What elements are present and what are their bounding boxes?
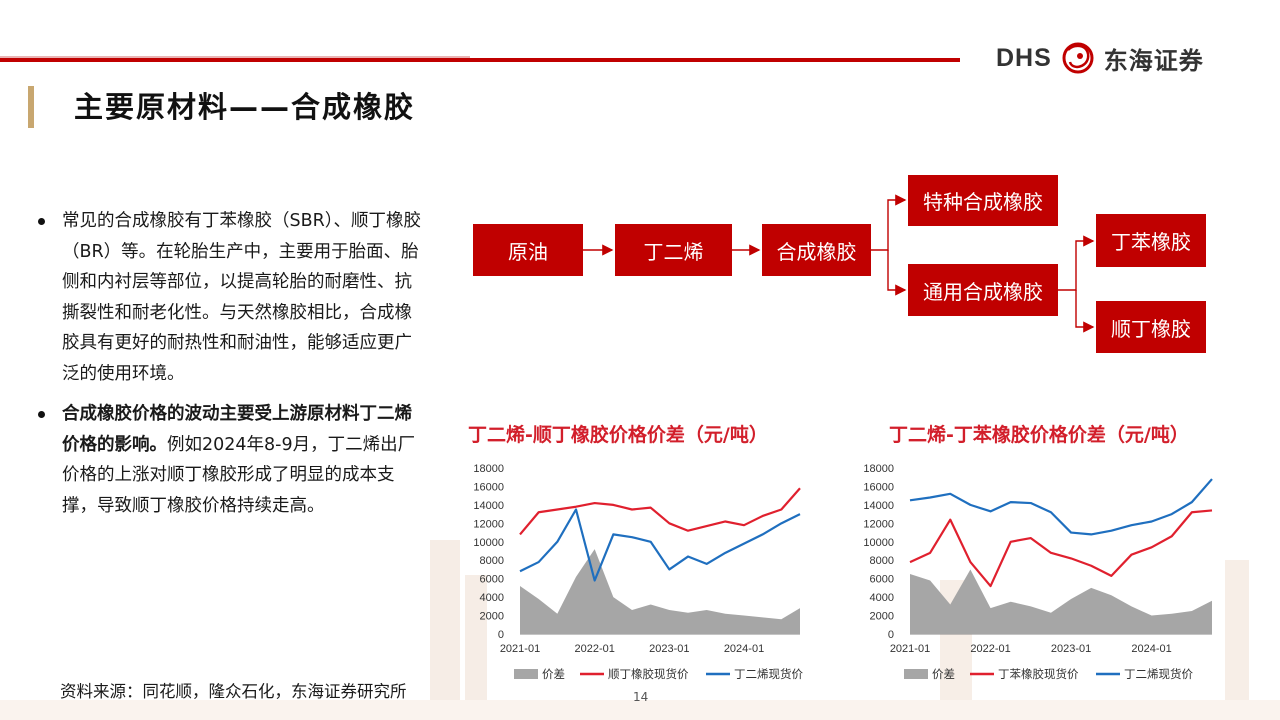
legend-label: 价差 <box>932 667 955 681</box>
series-line-butadiene <box>909 478 1213 536</box>
flow-node-sbr: 丁苯橡胶 <box>1096 214 1206 267</box>
bullet-text-1: 常见的合成橡胶有丁苯橡胶（SBR）、顺丁橡胶（BR）等。在轮胎生产中，主要用于胎… <box>62 211 422 384</box>
series-area-spread <box>910 569 1212 634</box>
flow-node-crude: 原油 <box>473 224 583 276</box>
y-tick-label: 0 <box>888 629 894 641</box>
legend-label: 丁苯橡胶现货价 <box>998 667 1079 681</box>
x-tick-label: 2021-01 <box>890 643 930 655</box>
y-tick-label: 16000 <box>473 481 504 493</box>
y-tick-label: 12000 <box>863 518 894 530</box>
legend-label: 顺丁橡胶现货价 <box>608 667 689 681</box>
legend-swatch-area <box>904 669 928 679</box>
source-note: 资料来源：同花顺，隆众石化，东海证券研究所 <box>60 682 407 701</box>
flow-node-general-rubber: 通用合成橡胶 <box>908 264 1058 316</box>
page-number: 14 <box>633 690 649 704</box>
flow-node-special-rubber: 特种合成橡胶 <box>908 175 1058 226</box>
x-tick-label: 2024-01 <box>724 643 764 655</box>
flow-connectors <box>583 194 1095 333</box>
legend-label: 丁二烯现货价 <box>1124 667 1193 681</box>
x-tick-label: 2022-01 <box>574 643 614 655</box>
series-line-butadiene <box>519 508 801 582</box>
chart-1-title: 丁二烯-顺丁橡胶价格价差（元/吨） <box>468 424 768 446</box>
bullet-dot-icon <box>38 411 45 418</box>
y-tick-label: 18000 <box>473 463 504 475</box>
y-tick-label: 10000 <box>473 537 504 549</box>
bullet-item-2: 合成橡胶价格的波动主要受上游原材料丁二烯价格的影响。例如2024年8-9月，丁二… <box>38 399 428 521</box>
x-tick-label: 2023-01 <box>1051 643 1091 655</box>
x-tick-label: 2023-01 <box>649 643 689 655</box>
bullet-list: 常见的合成橡胶有丁苯橡胶（SBR）、顺丁橡胶（BR）等。在轮胎生产中，主要用于胎… <box>38 206 428 531</box>
y-tick-label: 8000 <box>480 555 504 567</box>
chart-2-title: 丁二烯-丁苯橡胶价格价差（元/吨） <box>889 424 1189 446</box>
y-tick-label: 10000 <box>863 537 894 549</box>
flow-node-butadiene: 丁二烯 <box>615 224 732 276</box>
bullet-dot-icon <box>38 218 45 225</box>
bullet-text-2: 例如2024年8-9月，丁二烯出厂价格的上涨对顺丁橡胶形成了明显的成本支撑，导致… <box>62 434 416 516</box>
y-tick-label: 14000 <box>473 500 504 512</box>
y-tick-label: 4000 <box>480 592 504 604</box>
x-tick-label: 2022-01 <box>970 643 1010 655</box>
y-tick-label: 12000 <box>473 518 504 530</box>
flow-node-synthetic-rubber: 合成橡胶 <box>762 224 871 276</box>
dragon-logo-icon <box>1062 42 1094 74</box>
x-tick-label: 2024-01 <box>1131 643 1171 655</box>
page-title: 主要原材料——合成橡胶 <box>74 90 416 124</box>
brand-chinese: 东海证券 <box>1103 46 1204 75</box>
y-tick-label: 18000 <box>863 463 894 475</box>
title-accent-bar <box>28 86 34 128</box>
series-line-rubber <box>909 509 1213 588</box>
y-tick-label: 0 <box>498 629 504 641</box>
series-line-rubber <box>519 487 801 536</box>
chart-1: 0 2000 4000 6000 8000 10000 12000 14000 16000 180… <box>473 463 803 681</box>
bullet-bold-2: 合成橡胶价格的波动主要受上游原材料丁二烯价格的影响。 <box>62 404 412 455</box>
y-tick-label: 2000 <box>480 611 504 623</box>
legend-label: 价差 <box>542 667 565 681</box>
series-area-spread <box>520 549 800 634</box>
y-tick-label: 8000 <box>870 555 894 567</box>
legend-label: 丁二烯现货价 <box>734 667 803 681</box>
y-tick-label: 4000 <box>870 592 894 604</box>
header-accent-line <box>0 56 960 62</box>
flow-node-br: 顺丁橡胶 <box>1096 301 1206 353</box>
legend-swatch-area <box>514 669 538 679</box>
brand-latin: DHS <box>996 43 1052 72</box>
bullet-item-1: 常见的合成橡胶有丁苯橡胶（SBR）、顺丁橡胶（BR）等。在轮胎生产中，主要用于胎… <box>38 206 428 389</box>
y-tick-label: 6000 <box>480 574 504 586</box>
x-tick-label: 2021-01 <box>500 643 540 655</box>
brand-logo: DHS 东海证券 <box>996 38 1204 78</box>
chart-2: 0 2000 4000 6000 8000 10000 12000 14000 16000 180… <box>863 463 1213 681</box>
y-tick-label: 2000 <box>870 611 894 623</box>
y-tick-label: 16000 <box>863 481 894 493</box>
y-tick-label: 6000 <box>870 574 894 586</box>
y-tick-label: 14000 <box>863 500 894 512</box>
